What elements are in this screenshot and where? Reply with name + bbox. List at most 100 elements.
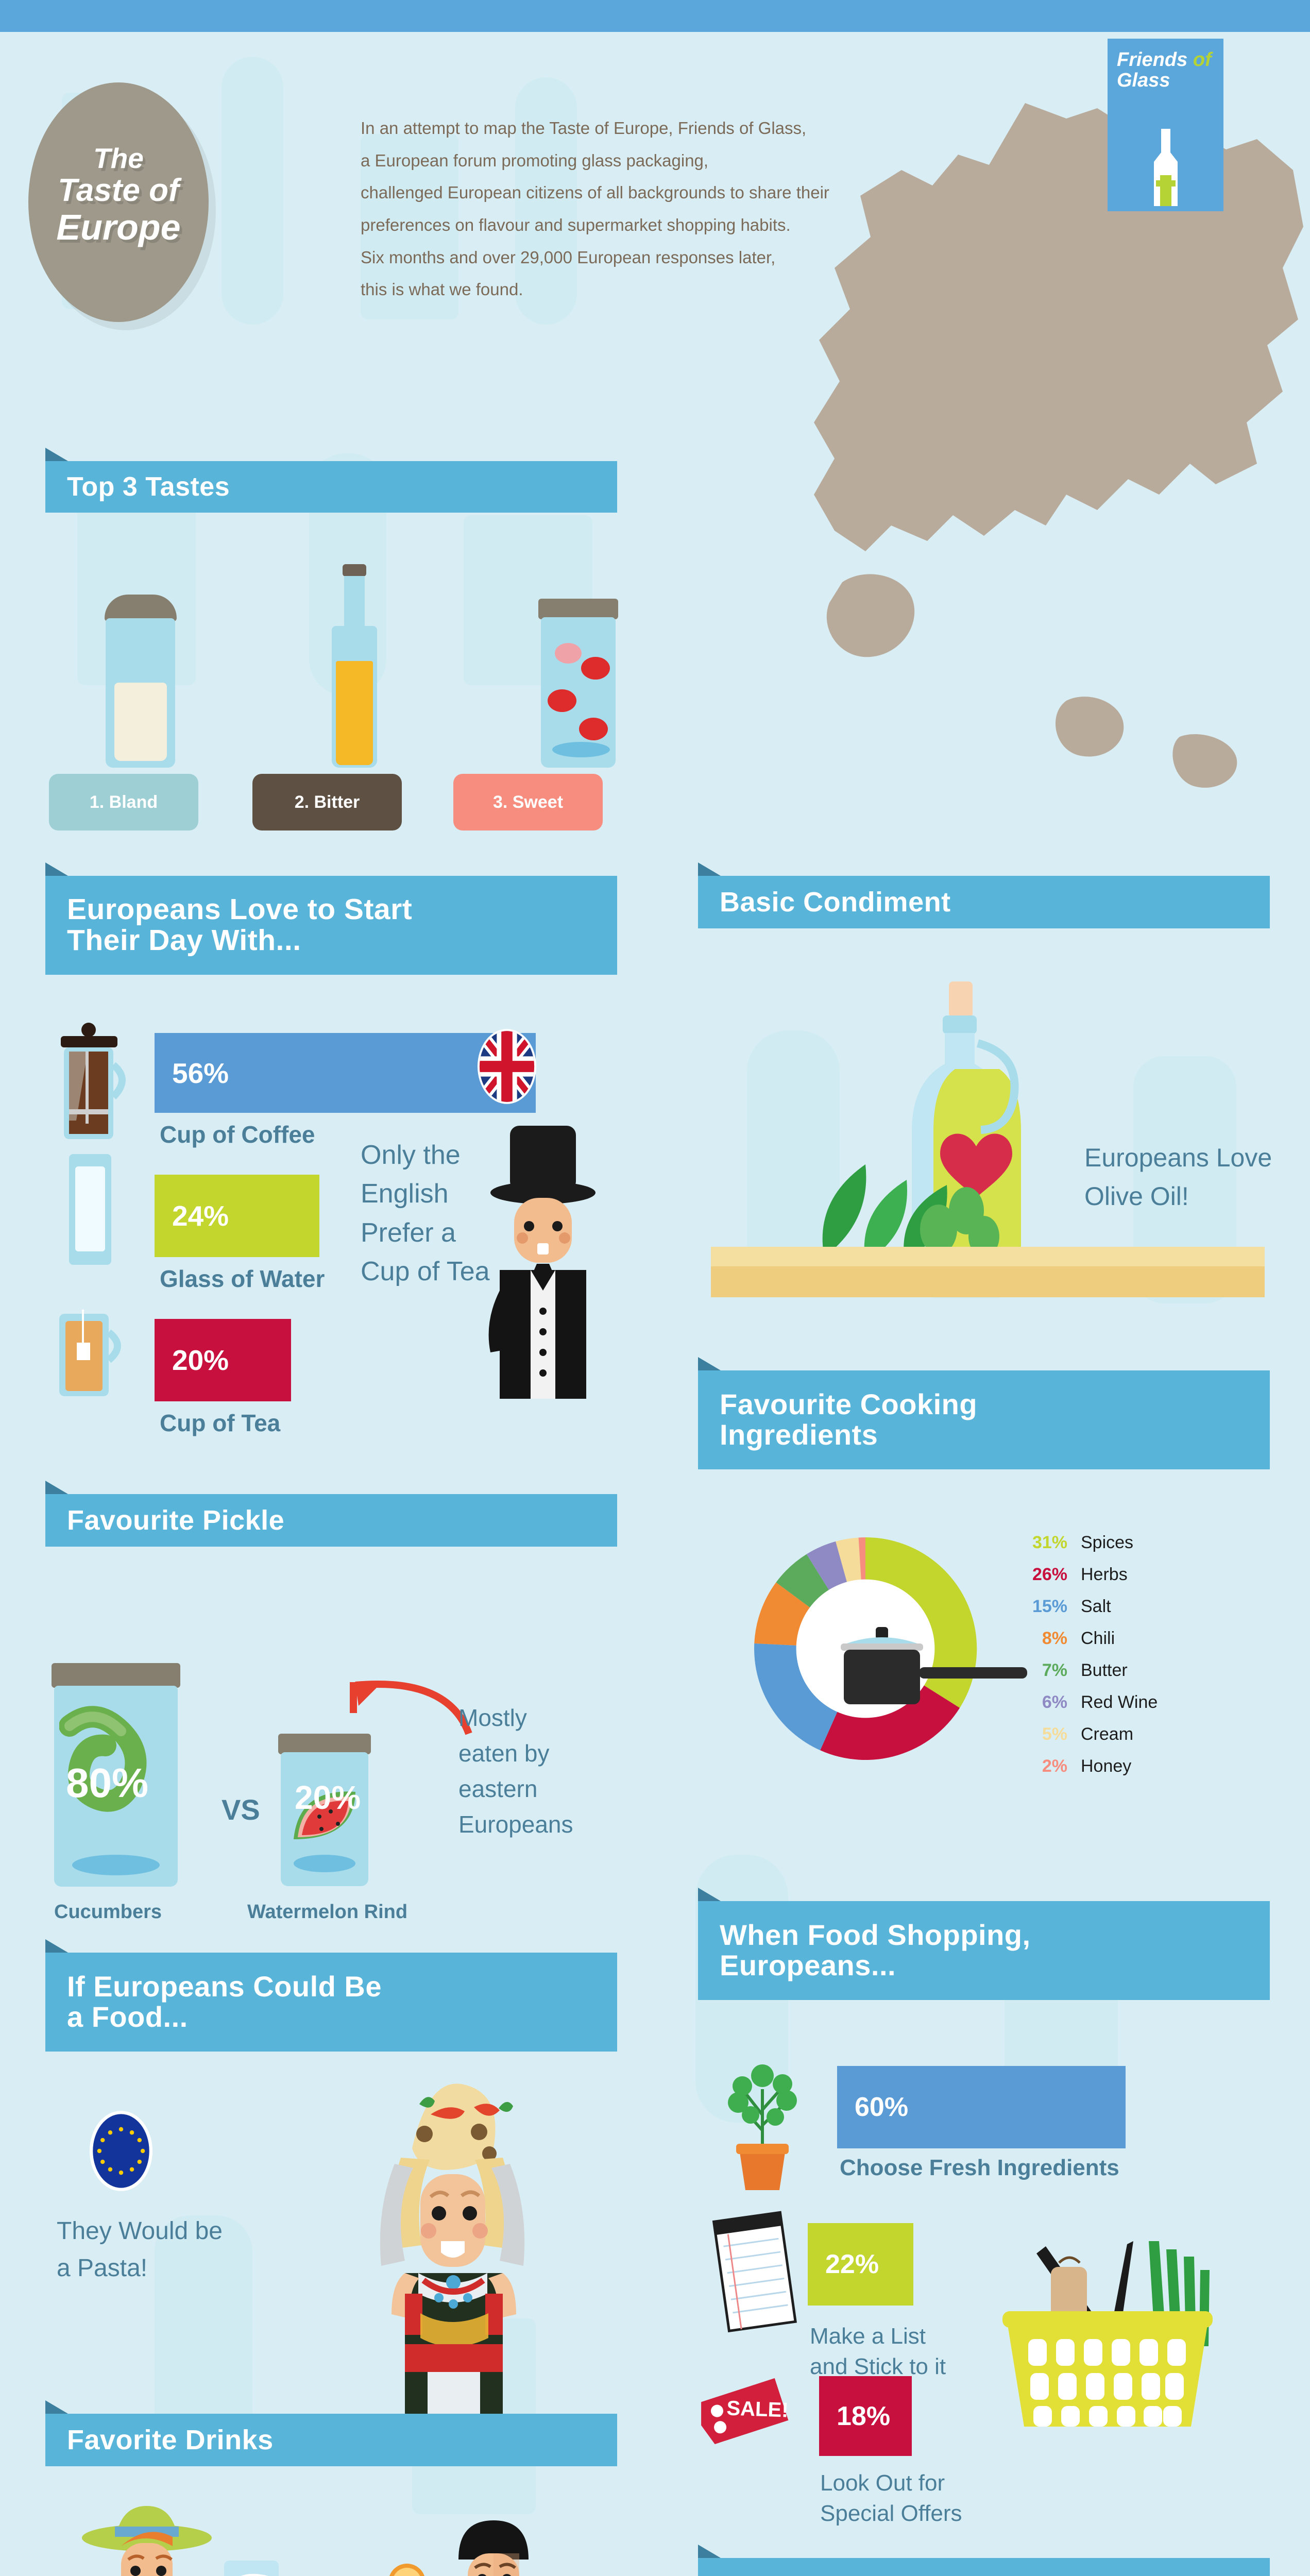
note-eastern-europeans: Mostly eaten by eastern Europeans [458, 1700, 573, 1842]
banner-title-line: If Europeans Could Be [67, 1970, 382, 2003]
pickle-vs-label: VS [222, 1793, 260, 1826]
note-olive-oil: Europeans Love Olive Oil! [1084, 1139, 1272, 1216]
intro-line: challenged European citizens of all back… [361, 183, 829, 202]
banner-title-line: Their Day With... [67, 924, 301, 957]
red-curved-arrow-icon [350, 1680, 472, 1735]
logo-line-1: Friends [1117, 49, 1188, 71]
bg-bottle-watermark [222, 57, 283, 325]
banner-food-persona: If Europeans Could Be a Food... [45, 1939, 617, 2052]
bar-label-cup-of-tea: Cup of Tea [160, 1410, 281, 1436]
legend-row-honey: 2% Honey [1020, 1756, 1131, 1776]
banner-cooking-ingredients: Favourite Cooking Ingredients [698, 1357, 1270, 1469]
legend-label: Cream [1081, 1724, 1134, 1744]
bar-label-special-offers: Look Out for Special Offers [820, 2468, 962, 2529]
eu-flag-icon [89, 2111, 153, 2191]
bg-bottle-watermark [515, 77, 577, 325]
banner-title-line: Europeans Love to Start [67, 893, 413, 926]
legend-row-chili: 8% Chili [1020, 1629, 1115, 1649]
cucumber-shape [59, 1706, 147, 1812]
ribbon-fold [698, 1357, 721, 1370]
herb-pot-icon [728, 2064, 797, 2190]
sale-tag-icon: SALE! [701, 2378, 789, 2445]
bar-glass-of-water: 24% [155, 1175, 319, 1257]
bar-value: 60% [855, 2092, 909, 2122]
legend-value: 7% [1042, 1660, 1067, 1680]
bar-make-a-list: 22% [808, 2223, 913, 2306]
ribbon-fold [45, 1481, 68, 1494]
notepad-icon [712, 2211, 797, 2333]
taste-pill-sweet[interactable]: 3. Sweet [453, 774, 603, 831]
legend-value: 8% [1042, 1629, 1067, 1648]
ribbon-fold [45, 1939, 68, 1953]
label-line: and Stick to it [810, 2354, 946, 2380]
banner-title: Favorite Drinks [67, 2424, 274, 2455]
banner-title: Top 3 Tastes [67, 471, 230, 502]
legend-label: Red Wine [1081, 1692, 1158, 1712]
shelf-edge [711, 1266, 1265, 1297]
taste-pill-bitter[interactable]: 2. Bitter [252, 774, 402, 831]
bar-label-glass-of-water: Glass of Water [160, 1265, 325, 1292]
legend-value: 2% [1042, 1756, 1067, 1776]
note-line: a Pasta! [57, 2255, 148, 2282]
note-english-tea: Only the English Prefer a Cup of Tea [361, 1136, 490, 1292]
label-line: Look Out for [820, 2470, 945, 2496]
taste-pill-bland[interactable]: 1. Bland [49, 774, 198, 831]
bar-label-cup-of-coffee: Cup of Coffee [160, 1121, 315, 1148]
top-color-strip [0, 0, 1310, 32]
title-line-the: The [93, 142, 144, 174]
note-line: Mostly [458, 1704, 527, 1731]
tea-mug-icon [59, 1310, 121, 1396]
ribbon-fold [698, 862, 721, 876]
banner-favourite-pickle: Favourite Pickle [45, 1481, 617, 1547]
note-pasta: They Would be a Pasta! [57, 2213, 223, 2287]
ribbon-fold [45, 862, 68, 876]
legend-row-herbs: 26% Herbs [1020, 1565, 1128, 1585]
olive-branch-icon [822, 1164, 999, 1262]
ribbon-fold [45, 2400, 68, 2414]
bg-jar-watermark [361, 134, 458, 319]
banner-title-line: a Food... [67, 2001, 188, 2033]
taste-pill-label: 2. Bitter [294, 792, 360, 812]
banner-title-line: Europeans... [720, 1949, 896, 1981]
legend-value: 31% [1032, 1533, 1067, 1552]
note-line: Prefer a [361, 1217, 456, 1248]
title-line-europe: Europe [56, 207, 181, 248]
pickle-left-label: Cucumbers [54, 1901, 162, 1923]
bar-cup-of-tea: 20% [155, 1319, 291, 1401]
legend-label: Spices [1081, 1533, 1134, 1552]
intro-line: preferences on flavour and supermarket s… [361, 215, 791, 235]
taste-pill-label: 3. Sweet [492, 792, 564, 812]
title-badge: The Taste of Europe [28, 82, 209, 322]
water-glass-icon [69, 1154, 111, 1265]
note-line: Cup of Tea [361, 1257, 490, 1287]
banner-title-line: Favourite Cooking [720, 1388, 978, 1421]
label-line: Special Offers [820, 2501, 962, 2527]
banner-top-3-tastes: Top 3 Tastes [45, 448, 617, 513]
europe-map [814, 103, 1303, 788]
shelf-top [711, 1247, 1265, 1266]
banner-title-line: When Food Shopping, [720, 1919, 1031, 1952]
legend-value: 5% [1042, 1724, 1067, 1744]
pickle-left-value: 80% [66, 1760, 149, 1806]
intro-line: a European forum promoting glass packagi… [361, 150, 709, 170]
banner-title-line: Ingredients [720, 1418, 878, 1451]
banner-title: Basic Condiment [720, 886, 951, 918]
note-line: They Would be [57, 2217, 223, 2245]
watermelon-shape [294, 1791, 355, 1839]
bar-value: 22% [825, 2249, 879, 2279]
banner-basic-condiment: Basic Condiment [698, 862, 1270, 928]
legend-value: 26% [1032, 1565, 1067, 1584]
intro-paragraph: In an attempt to map the Taste of Europe… [361, 112, 1092, 306]
bar-value: 24% [172, 1200, 229, 1232]
banner-title: Favourite Pickle [67, 1504, 285, 1536]
pickle-right-value: 20% [295, 1779, 361, 1816]
bottle-icon [1154, 129, 1178, 206]
legend-value: 6% [1042, 1692, 1067, 1712]
pasta-hair-woman-icon [380, 2083, 525, 2427]
legend-label: Herbs [1081, 1565, 1128, 1584]
french-press-icon [61, 1023, 126, 1139]
note-line: English [361, 1179, 449, 1209]
italian-man-juice-icon [389, 2520, 529, 2576]
note-line: eastern [458, 1775, 538, 1802]
